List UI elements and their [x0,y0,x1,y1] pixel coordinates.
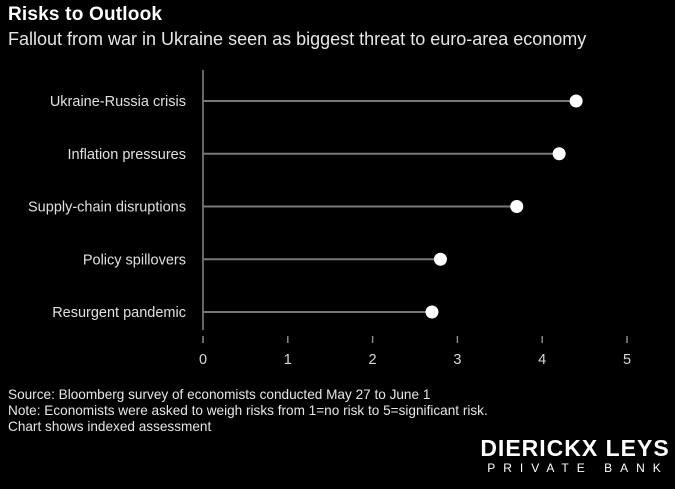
brand-name: DIERICKX LEYS [480,435,670,461]
category-label-inflation-pressures: Inflation pressures [68,147,186,163]
x-tick-label-0: 0 [199,352,207,368]
dot-policy-spillovers [433,252,447,266]
brand-subtitle: PRIVATE BANK [487,461,669,475]
dot-ukraine-russia-crisis [569,94,583,108]
chart-title: Risks to Outlook [8,4,163,25]
category-label-ukraine-russia-crisis: Ukraine-Russia crisis [50,94,186,110]
brand-logo: DIERICKX LEYS PRIVATE BANK [480,436,670,476]
chart-subtitle: Fallout from war in Ukraine seen as bigg… [8,29,587,49]
x-tick-label-3: 3 [453,352,461,368]
dot-resurgent-pandemic [425,305,439,319]
x-tick-label-2: 2 [369,352,377,368]
methodology-note-2: Chart shows indexed assessment [8,419,212,434]
x-tick-label-1: 1 [284,352,292,368]
category-label-policy-spillovers: Policy spillovers [83,252,186,268]
footnotes: Source: Bloomberg survey of economists c… [8,387,488,435]
dot-supply-chain-disruptions [510,200,524,213]
lollipop-chart: 0 1 2 3 4 5 Ukraine-Russia crisis Inflation pre… [28,70,631,368]
x-tick-label-5: 5 [623,352,631,368]
x-tick-label-4: 4 [538,352,546,368]
dot-inflation-pressures [552,147,566,161]
category-label-supply-chain-disruptions: Supply-chain disruptions [28,200,186,216]
source-note: Source: Bloomberg survey of economists c… [8,387,431,402]
category-label-resurgent-pandemic: Resurgent pandemic [52,305,186,321]
methodology-note: Note: Economists were asked to weigh ris… [8,403,488,418]
